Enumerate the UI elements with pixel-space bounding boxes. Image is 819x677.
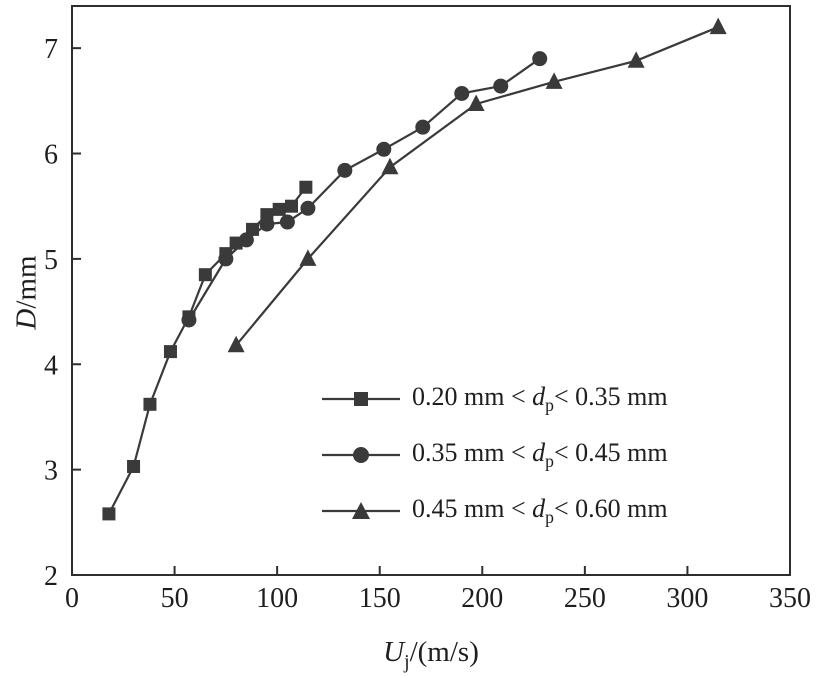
legend-label-triangles: 0.45 mm < dp< 0.60 mm	[412, 493, 668, 528]
legend-label-squares: 0.20 mm < dp< 0.35 mm	[412, 381, 668, 416]
legend-label-circles: 0.35 mm < dp< 0.45 mm	[412, 437, 668, 472]
svg-text:50: 50	[161, 583, 189, 614]
x-axis-unit: /(m/s)	[409, 636, 479, 668]
svg-text:350: 350	[769, 583, 811, 614]
svg-text:2: 2	[44, 561, 58, 592]
x-axis-subscript: j	[404, 650, 410, 673]
svg-text:5: 5	[44, 245, 58, 276]
legend: 0.20 mm < dp< 0.35 mm 0.35 mm < dp< 0.45…	[320, 371, 668, 539]
y-axis-variable: D	[10, 308, 43, 330]
x-axis-label: Uj/(m/s)	[72, 636, 790, 674]
svg-text:6: 6	[44, 140, 58, 171]
svg-text:3: 3	[44, 456, 58, 487]
svg-text:100: 100	[256, 583, 298, 614]
x-axis-variable: U	[383, 636, 405, 668]
y-axis-unit: /mm	[10, 255, 43, 309]
svg-text:0: 0	[65, 583, 79, 614]
svg-text:4: 4	[44, 350, 58, 381]
legend-square-marker-icon	[322, 392, 400, 406]
legend-entry-squares: 0.20 mm < dp< 0.35 mm	[320, 371, 668, 427]
legend-entry-triangles: 0.45 mm < dp< 0.60 mm	[320, 483, 668, 539]
svg-text:250: 250	[564, 583, 606, 614]
svg-text:200: 200	[461, 583, 503, 614]
svg-text:300: 300	[666, 583, 708, 614]
legend-entry-circles: 0.35 mm < dp< 0.45 mm	[320, 427, 668, 483]
svg-text:7: 7	[44, 34, 58, 65]
legend-circle-marker-icon	[322, 447, 400, 463]
legend-triangle-marker-icon	[322, 502, 400, 519]
y-axis-label: D/mm	[11, 13, 44, 573]
svg-text:150: 150	[359, 583, 401, 614]
